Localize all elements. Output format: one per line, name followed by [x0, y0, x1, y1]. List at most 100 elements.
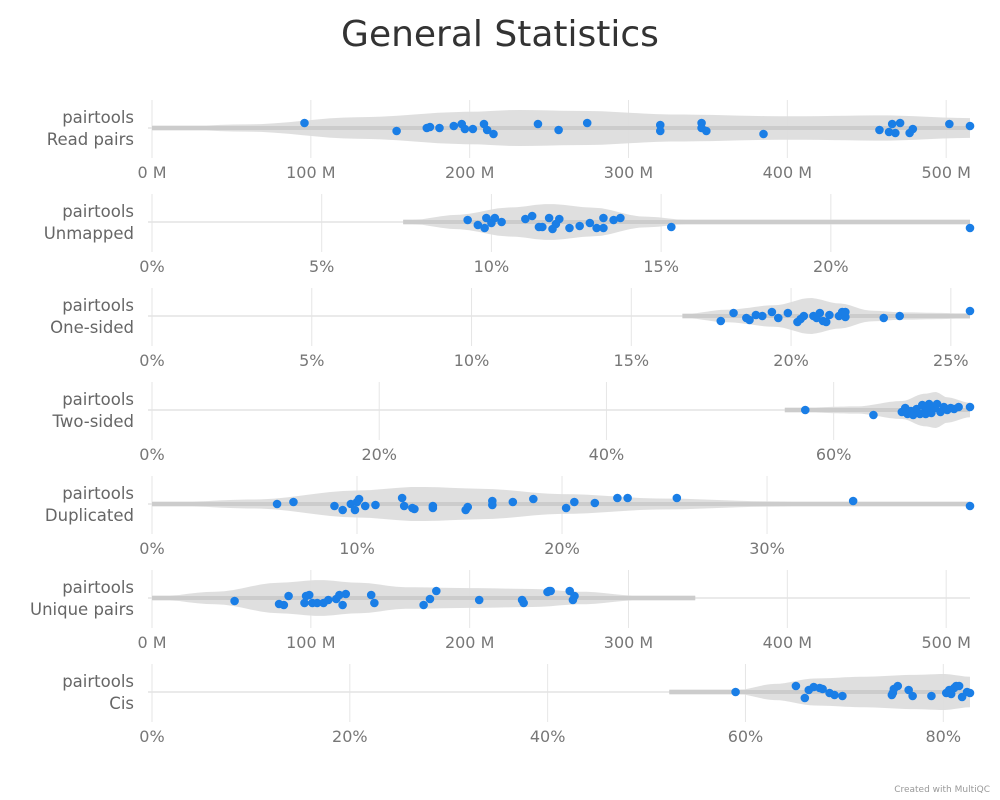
data-point[interactable]: [460, 124, 470, 134]
data-point[interactable]: [908, 124, 918, 134]
data-point[interactable]: [884, 127, 894, 137]
data-point[interactable]: [366, 590, 376, 600]
data-point[interactable]: [655, 126, 665, 136]
data-point[interactable]: [965, 688, 975, 698]
data-point[interactable]: [354, 494, 364, 504]
data-point[interactable]: [419, 600, 428, 610]
data-point[interactable]: [716, 316, 726, 326]
data-point[interactable]: [555, 214, 564, 224]
data-point[interactable]: [895, 311, 905, 321]
data-point[interactable]: [435, 123, 444, 133]
data-point[interactable]: [474, 595, 484, 605]
data-point[interactable]: [623, 493, 632, 503]
data-point[interactable]: [330, 501, 339, 511]
data-point[interactable]: [879, 313, 889, 323]
data-point[interactable]: [312, 598, 322, 608]
data-point[interactable]: [546, 586, 555, 596]
data-point[interactable]: [585, 218, 595, 228]
data-point[interactable]: [599, 223, 608, 233]
data-point[interactable]: [521, 214, 530, 224]
data-point[interactable]: [468, 124, 478, 134]
data-point[interactable]: [370, 598, 379, 608]
data-point[interactable]: [463, 215, 472, 225]
data-point[interactable]: [838, 691, 847, 701]
data-point[interactable]: [482, 125, 492, 135]
data-point[interactable]: [821, 317, 831, 327]
data-point[interactable]: [397, 493, 407, 503]
data-point[interactable]: [561, 503, 571, 513]
data-point[interactable]: [428, 503, 438, 513]
data-point[interactable]: [954, 681, 964, 691]
data-point[interactable]: [425, 122, 435, 132]
data-point[interactable]: [945, 119, 954, 129]
data-point[interactable]: [341, 589, 351, 599]
data-point[interactable]: [570, 591, 579, 601]
data-point[interactable]: [489, 129, 498, 139]
data-point[interactable]: [230, 596, 239, 606]
data-point[interactable]: [751, 310, 761, 320]
data-point[interactable]: [800, 693, 810, 703]
data-point[interactable]: [534, 222, 544, 232]
data-point[interactable]: [667, 222, 676, 232]
data-point[interactable]: [965, 402, 975, 412]
data-point[interactable]: [565, 223, 574, 233]
data-point[interactable]: [497, 217, 506, 227]
data-point[interactable]: [609, 215, 618, 225]
data-point[interactable]: [300, 118, 309, 128]
data-point[interactable]: [350, 505, 360, 515]
data-point[interactable]: [519, 598, 528, 608]
data-point[interactable]: [544, 213, 554, 223]
data-point[interactable]: [575, 221, 584, 231]
data-point[interactable]: [554, 125, 563, 135]
data-point[interactable]: [891, 128, 900, 138]
data-point[interactable]: [432, 586, 441, 596]
data-point[interactable]: [392, 126, 401, 136]
data-point[interactable]: [655, 120, 665, 130]
data-point[interactable]: [582, 118, 592, 128]
data-point[interactable]: [300, 598, 309, 608]
data-point[interactable]: [965, 501, 975, 511]
data-point[interactable]: [908, 691, 917, 701]
data-point[interactable]: [783, 308, 793, 318]
data-point[interactable]: [480, 223, 489, 233]
data-point[interactable]: [759, 129, 768, 139]
data-point[interactable]: [613, 493, 622, 503]
data-point[interactable]: [570, 497, 579, 507]
data-point[interactable]: [773, 313, 783, 323]
data-point[interactable]: [702, 126, 711, 136]
data-point[interactable]: [697, 118, 706, 128]
data-point[interactable]: [848, 496, 858, 506]
data-point[interactable]: [599, 213, 608, 223]
data-point[interactable]: [488, 500, 497, 510]
data-point[interactable]: [508, 497, 518, 507]
data-point[interactable]: [338, 505, 347, 515]
data-point[interactable]: [767, 307, 777, 317]
data-point[interactable]: [527, 211, 537, 221]
data-point[interactable]: [758, 311, 767, 321]
data-point[interactable]: [592, 223, 601, 233]
data-point[interactable]: [791, 681, 801, 691]
data-point[interactable]: [818, 684, 827, 694]
data-point[interactable]: [893, 681, 903, 691]
data-point[interactable]: [800, 405, 810, 415]
data-point[interactable]: [869, 410, 878, 420]
data-point[interactable]: [965, 223, 975, 233]
data-point[interactable]: [895, 118, 905, 128]
data-point[interactable]: [841, 307, 850, 317]
data-point[interactable]: [289, 497, 298, 507]
data-point[interactable]: [371, 500, 380, 510]
data-point[interactable]: [731, 687, 740, 697]
data-point[interactable]: [965, 121, 975, 131]
data-point[interactable]: [590, 498, 600, 508]
data-point[interactable]: [965, 306, 975, 316]
data-point[interactable]: [463, 502, 473, 512]
data-point[interactable]: [324, 595, 333, 605]
data-point[interactable]: [825, 310, 834, 320]
data-point[interactable]: [335, 590, 344, 600]
data-point[interactable]: [410, 504, 419, 514]
data-point[interactable]: [304, 590, 314, 600]
data-point[interactable]: [338, 600, 347, 610]
data-point[interactable]: [875, 125, 884, 135]
data-point[interactable]: [887, 119, 897, 129]
data-point[interactable]: [729, 308, 738, 318]
